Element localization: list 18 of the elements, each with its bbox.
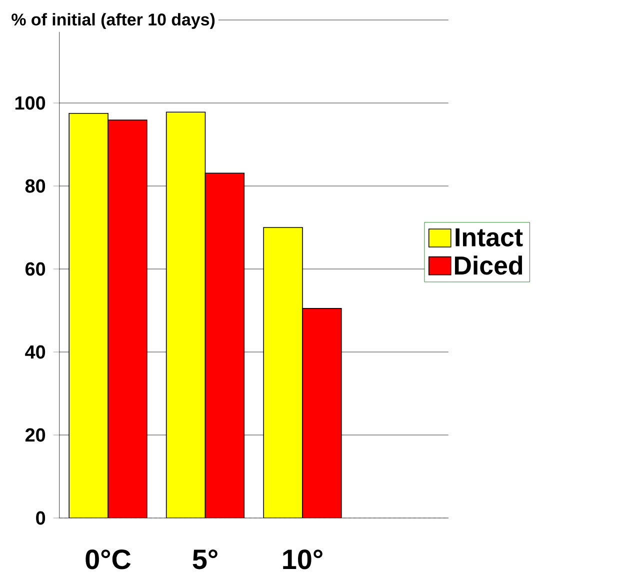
- legend-label: Intact: [456, 228, 523, 246]
- x-tick-label: 5°: [192, 550, 218, 570]
- chart-title: % of initial (after 10 days): [12, 13, 215, 29]
- bar: [108, 120, 148, 518]
- y-tick-label: 100: [15, 96, 46, 110]
- y-tick-label: 0: [36, 511, 46, 525]
- y-tick-label: 60: [25, 262, 46, 276]
- y-tick-label: 80: [25, 179, 46, 193]
- y-tick-label: 20: [25, 428, 46, 442]
- y-tick-label: 40: [25, 345, 46, 359]
- bar: [263, 227, 303, 518]
- legend-label: Diced: [454, 256, 522, 275]
- x-tick-label: 10°: [283, 550, 322, 570]
- x-tick-label: 0°C: [86, 550, 131, 570]
- bar: [68, 112, 108, 518]
- bar: [204, 172, 245, 518]
- bar: [302, 308, 342, 518]
- bar: [166, 112, 206, 518]
